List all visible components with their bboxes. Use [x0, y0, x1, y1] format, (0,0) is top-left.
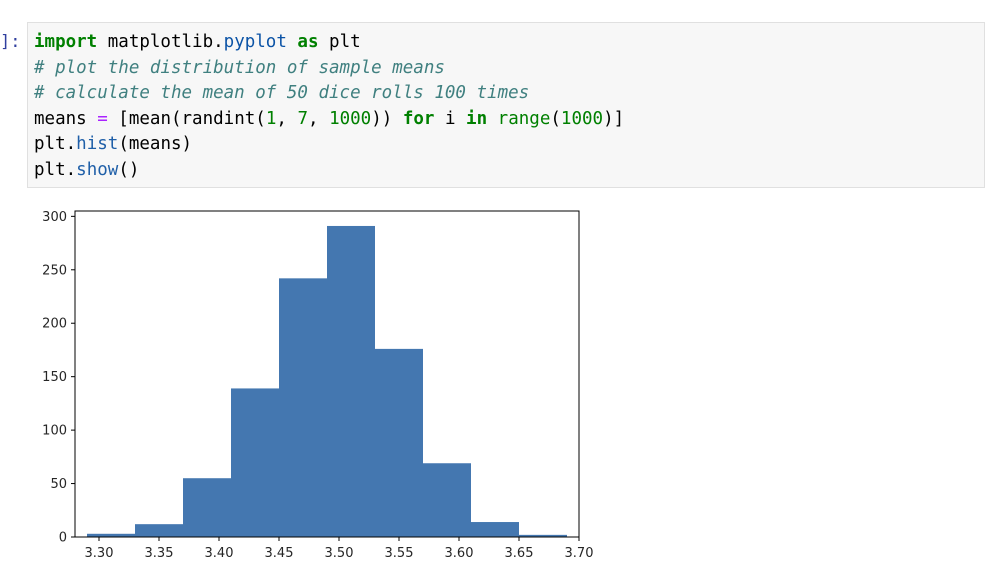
x-tick-label: 3.45	[265, 546, 294, 561]
histogram-chart: 0 50 100 150 200 250 300 3.30 3.35 3.40 3.45 3.50 3.…	[42, 210, 594, 561]
plot-frame	[74, 210, 580, 538]
code-token: 7	[297, 108, 308, 129]
code-token: plt.	[34, 134, 77, 154]
code-line: plt.hist(means)	[34, 132, 192, 157]
code-token: 1000	[329, 108, 372, 129]
code-token: ))	[371, 108, 403, 129]
code-token: ()	[118, 159, 140, 180]
code-line: # calculate the mean of 50 dice rolls 10…	[34, 81, 529, 106]
code-token: pyplot	[223, 32, 287, 52]
code-line: # plot the distribution of sample means	[34, 56, 445, 81]
code-token	[287, 32, 298, 52]
y-tick-label: 150	[42, 370, 67, 385]
x-tick-label: 3.35	[145, 546, 174, 561]
code-token: ,	[307, 108, 330, 129]
y-tick-label: 0	[59, 531, 67, 546]
code-token: show	[76, 159, 119, 180]
y-tick-label: 200	[42, 317, 67, 332]
code-token: # plot the distribution of sample means	[34, 57, 445, 78]
code-token: import	[34, 32, 98, 52]
histogram-bar	[327, 225, 375, 537]
code-token: [mean(randint(	[107, 108, 266, 129]
code-token: (means)	[118, 134, 193, 154]
code-cell-input[interactable]: import matplotlib.pyplot as plt # plot th…	[27, 22, 985, 188]
histogram-bar	[375, 348, 423, 537]
histogram-bar	[183, 478, 231, 537]
histogram-bar	[135, 524, 183, 537]
code-token	[487, 109, 498, 129]
histogram-bar	[471, 522, 519, 537]
code-token: (	[550, 108, 561, 129]
code-token: ,	[276, 108, 298, 129]
code-token: # calculate the mean of 50 dice rolls 10…	[34, 83, 530, 103]
code-token: means	[34, 108, 98, 129]
histogram-bar	[87, 533, 135, 537]
code-token: 1	[265, 108, 277, 129]
code-token: )]	[603, 108, 625, 129]
code-token: range	[497, 108, 551, 129]
y-tick-label: 50	[50, 477, 67, 492]
histogram-bar	[231, 388, 279, 537]
y-tick-label: 250	[42, 263, 67, 278]
histogram-bar	[423, 463, 471, 537]
code-token: in	[466, 108, 488, 129]
code-token: as	[297, 32, 319, 52]
histogram-bar	[279, 278, 327, 537]
code-token: matplotlib.	[97, 32, 224, 52]
histogram-bar	[519, 534, 567, 537]
code-line: import matplotlib.pyplot as plt	[34, 30, 361, 55]
code-token: for	[402, 108, 435, 129]
x-tick-label: 3.60	[445, 546, 474, 561]
x-tick-label: 3.30	[85, 546, 114, 561]
x-tick-label: 3.50	[325, 546, 354, 561]
x-tick-label: 3.70	[565, 546, 594, 561]
y-tick-label: 100	[42, 424, 67, 439]
code-token: 1000	[560, 108, 604, 129]
code-token: plt	[318, 32, 361, 52]
y-tick-label: 300	[42, 210, 67, 225]
cell-prompt: ]:	[0, 32, 21, 52]
x-tick-label: 3.65	[505, 546, 534, 561]
code-token: i	[434, 108, 467, 129]
code-token: hist	[76, 134, 119, 154]
code-token: plt.	[34, 159, 77, 180]
code-token: =	[97, 108, 108, 129]
x-tick-label: 3.40	[205, 546, 234, 561]
x-tick-label: 3.55	[385, 546, 414, 561]
code-line: plt.show()	[34, 158, 139, 183]
code-line: means = [mean(randint(1, 7, 1000)) for i…	[34, 107, 624, 132]
